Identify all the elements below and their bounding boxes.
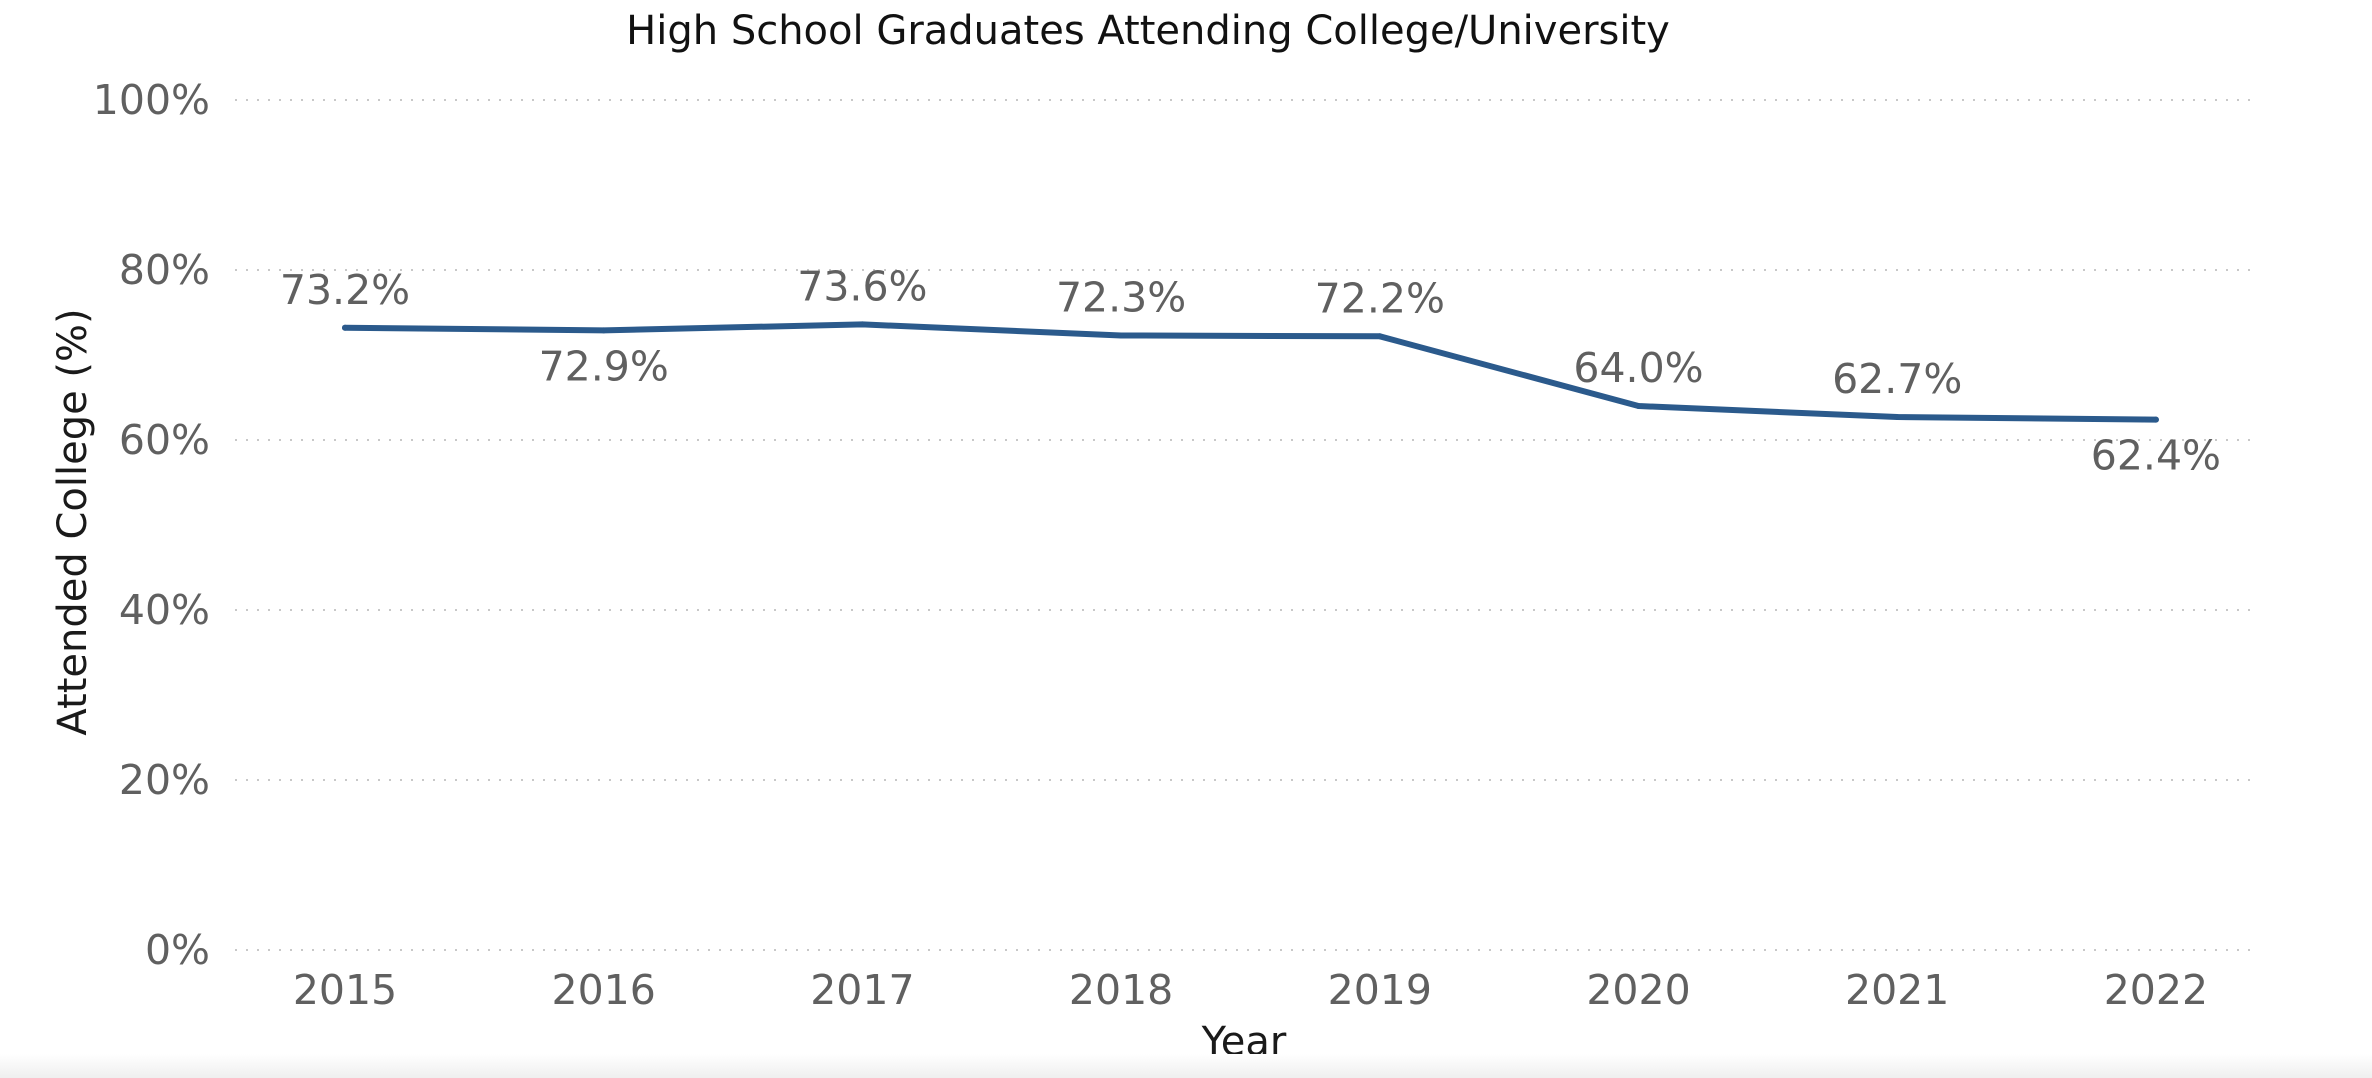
data-label: 72.3% [1056, 273, 1186, 321]
y-tick-label: 100% [93, 76, 210, 124]
y-axis-ticks: 0% 20% 40% 60% 80% 100% [93, 76, 210, 974]
x-tick-label: 2018 [1069, 966, 1173, 1014]
data-point [1894, 414, 1901, 421]
data-label: 72.2% [1315, 274, 1445, 322]
data-label: 73.2% [280, 266, 410, 314]
bottom-edge-shadow [0, 1054, 2372, 1078]
series-line [342, 321, 2159, 423]
x-tick-label: 2020 [1586, 966, 1690, 1014]
data-point [1118, 332, 1125, 339]
data-point [600, 327, 607, 334]
y-tick-label: 60% [119, 416, 210, 464]
data-point [342, 324, 348, 331]
y-tick-label: 80% [119, 246, 210, 294]
y-tick-label: 20% [119, 756, 210, 804]
y-axis-title: Attended College (%) [50, 308, 96, 735]
x-tick-label: 2016 [552, 966, 656, 1014]
y-tick-label: 0% [145, 926, 210, 974]
data-label: 73.6% [797, 262, 927, 310]
x-tick-label: 2021 [1845, 966, 1949, 1014]
data-point [1635, 403, 1642, 409]
data-label: 62.4% [2091, 432, 2221, 480]
data-label: 62.7% [1832, 355, 1962, 403]
x-axis-ticks: 2015 2016 2017 2018 2019 2020 2021 2022 [293, 966, 2208, 1014]
x-tick-label: 2015 [293, 966, 397, 1014]
data-labels: 73.2% 72.9% 73.6% 72.3% 72.2% 64.0% 62.7% 62.4% [280, 262, 2221, 479]
x-tick-label: 2022 [2104, 966, 2208, 1014]
data-point [2152, 416, 2159, 423]
data-label: 64.0% [1573, 344, 1703, 392]
data-point [859, 321, 866, 328]
data-label: 72.9% [539, 342, 669, 390]
gridlines [235, 99, 2250, 951]
x-tick-label: 2019 [1328, 966, 1432, 1014]
x-tick-label: 2017 [810, 966, 914, 1014]
series-line-group [342, 321, 2159, 423]
y-tick-label: 40% [119, 586, 210, 634]
data-point [1376, 333, 1383, 340]
chart-title: High School Graduates Attending College/… [626, 8, 1670, 54]
